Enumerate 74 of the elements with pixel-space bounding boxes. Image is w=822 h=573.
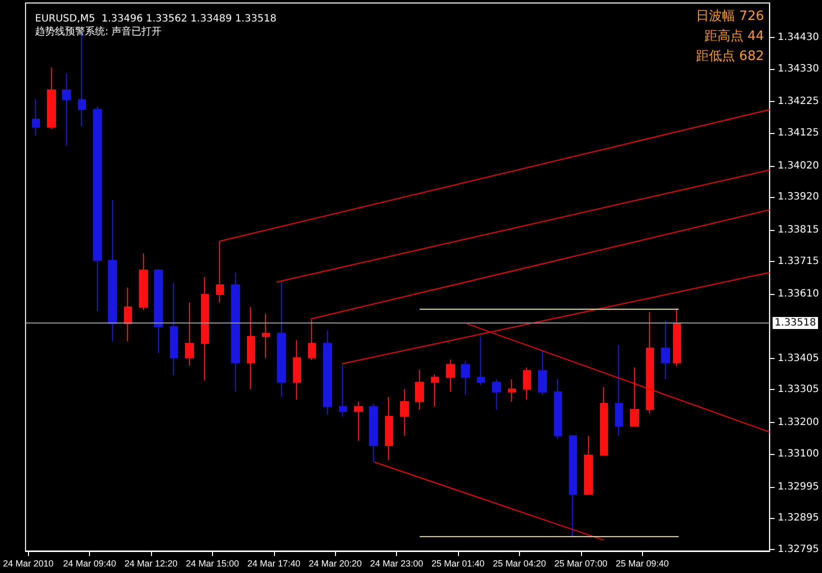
candlestick bbox=[523, 367, 531, 400]
y-tick-label: 1.34125 bbox=[778, 127, 820, 138]
y-tick-label: 1.33100 bbox=[778, 448, 820, 460]
candlestick bbox=[461, 360, 470, 396]
annotation: 距高点 44 bbox=[704, 28, 764, 44]
candlestick bbox=[538, 350, 547, 396]
y-tick-label: 1.33815 bbox=[778, 224, 820, 236]
candlestick bbox=[231, 272, 240, 392]
candlestick bbox=[400, 388, 409, 436]
candlestick bbox=[600, 386, 608, 456]
x-tick-label: 25 Mar 07:00 bbox=[554, 558, 608, 568]
y-tick-label: 1.33920 bbox=[778, 192, 820, 203]
y-tick-label: 1.33405 bbox=[778, 352, 820, 364]
candlestick bbox=[446, 359, 455, 392]
x-tick-label: 24 Mar 09:40 bbox=[63, 558, 116, 568]
y-tick-label: 1.32995 bbox=[778, 481, 820, 492]
candlestick bbox=[62, 72, 71, 146]
y-tick-label: 1.34225 bbox=[778, 96, 820, 108]
candlestick bbox=[32, 98, 40, 136]
candlestick bbox=[170, 282, 178, 376]
candlestick bbox=[216, 240, 224, 303]
candlestick bbox=[630, 367, 639, 427]
x-tick-label: 25 Mar 04:20 bbox=[492, 558, 546, 568]
candlestick bbox=[47, 67, 56, 130]
candlestick bbox=[93, 106, 102, 312]
y-tick-label: 1.34430 bbox=[778, 32, 820, 43]
candlestick bbox=[415, 369, 424, 410]
candlestick bbox=[431, 374, 439, 408]
candlestick bbox=[569, 435, 577, 538]
candlestick bbox=[584, 435, 593, 495]
annotation: 距低点 682 bbox=[696, 49, 764, 64]
candlestick bbox=[646, 312, 654, 414]
candlestick bbox=[108, 199, 117, 342]
candlestick bbox=[554, 378, 562, 440]
y-tick-label: 1.34330 bbox=[778, 63, 820, 74]
x-tick-label: 24 Mar 17:40 bbox=[247, 558, 300, 568]
candlestick bbox=[615, 344, 623, 436]
candlestick bbox=[492, 378, 501, 410]
y-tick-label: 1.33715 bbox=[778, 256, 820, 267]
candlestick bbox=[277, 282, 286, 398]
x-tick-label: 24 Mar 12:20 bbox=[124, 558, 178, 568]
candlestick bbox=[293, 340, 301, 400]
candlestick bbox=[385, 396, 393, 461]
ref-line-label: 1.33518 bbox=[774, 318, 816, 329]
candlestick bbox=[477, 336, 485, 386]
x-tick-label: 25 Mar 09:40 bbox=[616, 558, 669, 568]
candlestick bbox=[185, 302, 194, 366]
candlestick bbox=[154, 268, 163, 354]
text: EURUSD,M5 1.33496 1.33562 1.33489 1.33518 bbox=[35, 14, 276, 24]
x-tick-label: 24 Mar 20:20 bbox=[308, 558, 362, 568]
candlestick bbox=[661, 320, 670, 380]
candlestick bbox=[323, 330, 332, 415]
candlestick bbox=[124, 287, 132, 342]
x-tick-label: 25 Mar 01:40 bbox=[432, 558, 485, 568]
y-tick-label: 1.33200 bbox=[778, 417, 820, 428]
candlestick bbox=[673, 308, 681, 367]
candlestick bbox=[262, 313, 270, 358]
candlestick bbox=[508, 378, 516, 402]
x-tick-label: 24 Mar 2010 bbox=[2, 558, 54, 568]
candlestick bbox=[201, 276, 209, 381]
y-tick-label: 1.33610 bbox=[778, 288, 820, 300]
candlestick bbox=[369, 403, 378, 463]
y-tick-label: 1.33305 bbox=[778, 384, 820, 396]
x-tick-label: 24 Mar 23:00 bbox=[370, 558, 424, 568]
y-tick-label: 1.32795 bbox=[778, 544, 820, 555]
candlestick bbox=[247, 306, 255, 390]
annotation: 日波幅 726 bbox=[696, 9, 764, 24]
y-tick-label: 1.32895 bbox=[778, 512, 820, 524]
x-tick-label: 24 Mar 15:00 bbox=[186, 558, 239, 568]
candlestick bbox=[308, 319, 316, 360]
candlestick bbox=[139, 253, 148, 310]
candlestick bbox=[354, 401, 363, 442]
candlestick bbox=[339, 364, 347, 417]
y-tick-label: 1.34020 bbox=[778, 160, 820, 172]
